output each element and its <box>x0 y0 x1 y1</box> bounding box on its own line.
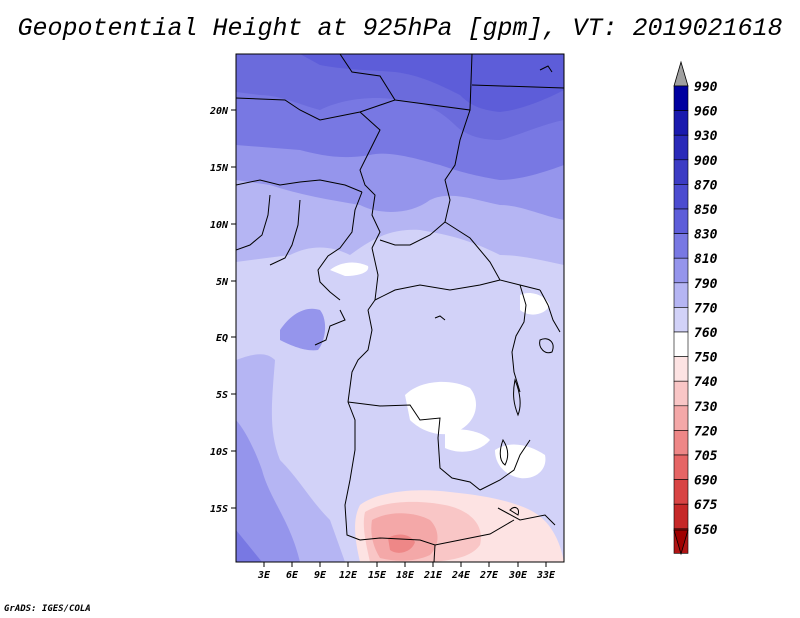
colorbar-swatch <box>673 356 689 382</box>
colorbar-level-label: 900 <box>694 154 718 169</box>
geopotential-field <box>236 54 564 562</box>
lakes <box>434 65 554 516</box>
colorbar-level-label: 850 <box>694 203 718 218</box>
longitude-axis: 3E 6E 9E 12E 15E 18E 21E 24E 27E 30E 33E <box>257 562 556 581</box>
colorbar-swatch <box>673 159 689 185</box>
lon-label-18e: 18E <box>396 570 415 581</box>
lon-label-21e: 21E <box>423 570 443 581</box>
lat-label-15s: 15S <box>210 504 228 515</box>
lat-label-5n: 5N <box>216 277 229 288</box>
country-borders <box>236 54 564 562</box>
colorbar-swatch <box>673 282 689 308</box>
lat-label-10n: 10N <box>210 220 229 231</box>
map-frame <box>235 53 565 563</box>
colorbar-labels: 990 960 930 900 870 850 830 810 790 770 760 750 740 7… <box>694 80 718 538</box>
colorbar-boxes <box>673 85 689 554</box>
lon-label-15e: 15E <box>368 570 387 581</box>
lon-label-27e: 27E <box>479 570 499 581</box>
lon-label-12e: 12E <box>339 570 358 581</box>
colorbar-level-label: 770 <box>694 301 718 316</box>
colorbar-swatch <box>673 134 689 161</box>
colorbar-swatch <box>673 380 689 407</box>
colorbar-swatch <box>673 257 689 284</box>
colorbar-swatch <box>673 430 689 456</box>
colorbar-level-label: 760 <box>694 326 718 341</box>
lon-label-3e: 3E <box>257 570 271 581</box>
lon-label-30e: 30E <box>508 570 528 581</box>
colorbar-level-label: 720 <box>694 424 718 439</box>
lat-label-15n: 15N <box>210 163 229 174</box>
colorbar-swatch <box>673 454 689 480</box>
colorbar-level-label: 810 <box>694 252 718 267</box>
lon-label-9e: 9E <box>314 570 327 581</box>
latitude-axis: 20N 15N 10N 5N EQ 5S 10S 15S <box>209 106 236 515</box>
colorbar: 990 960 930 900 870 850 830 810 790 770 760 750 740 7… <box>673 60 718 556</box>
colorbar-swatch <box>673 110 689 136</box>
colorbar-swatch <box>673 331 689 357</box>
grads-credit: GrADS: IGES/COLA <box>4 604 91 614</box>
colorbar-swatch <box>673 479 689 505</box>
colorbar-bottom-arrow <box>673 529 689 556</box>
colorbar-top-arrow <box>673 60 689 87</box>
colorbar-level-label: 675 <box>694 498 718 513</box>
lon-label-24e: 24E <box>451 570 471 581</box>
lat-label-20n: 20N <box>209 106 229 117</box>
lat-label-eq: EQ <box>216 333 228 344</box>
colorbar-swatch <box>673 307 689 333</box>
lon-label-6e: 6E <box>286 570 299 581</box>
colorbar-level-label: 960 <box>694 105 718 120</box>
colorbar-swatch <box>673 208 689 234</box>
colorbar-level-label: 740 <box>694 375 718 390</box>
lon-label-33e: 33E <box>536 570 556 581</box>
colorbar-level-label: 930 <box>694 129 718 144</box>
colorbar-level-label: 870 <box>694 178 718 193</box>
colorbar-level-label: 830 <box>694 228 718 243</box>
colorbar-swatch <box>673 233 689 259</box>
colorbar-level-label: 790 <box>694 277 718 292</box>
map-title: Geopotential Height at 925hPa [gpm], VT:… <box>17 14 783 43</box>
colorbar-level-label: 750 <box>694 351 718 366</box>
lat-label-5s: 5S <box>216 390 228 401</box>
colorbar-swatch <box>673 184 689 210</box>
colorbar-level-label: 705 <box>694 449 718 464</box>
lat-label-10s: 10S <box>210 447 228 458</box>
colorbar-level-label: 690 <box>694 474 718 489</box>
colorbar-level-label: 990 <box>694 80 718 95</box>
colorbar-swatch <box>673 85 689 111</box>
colorbar-swatch <box>673 405 689 431</box>
colorbar-swatch <box>673 503 689 530</box>
colorbar-level-label: 650 <box>694 523 718 538</box>
colorbar-level-label: 730 <box>694 400 718 415</box>
